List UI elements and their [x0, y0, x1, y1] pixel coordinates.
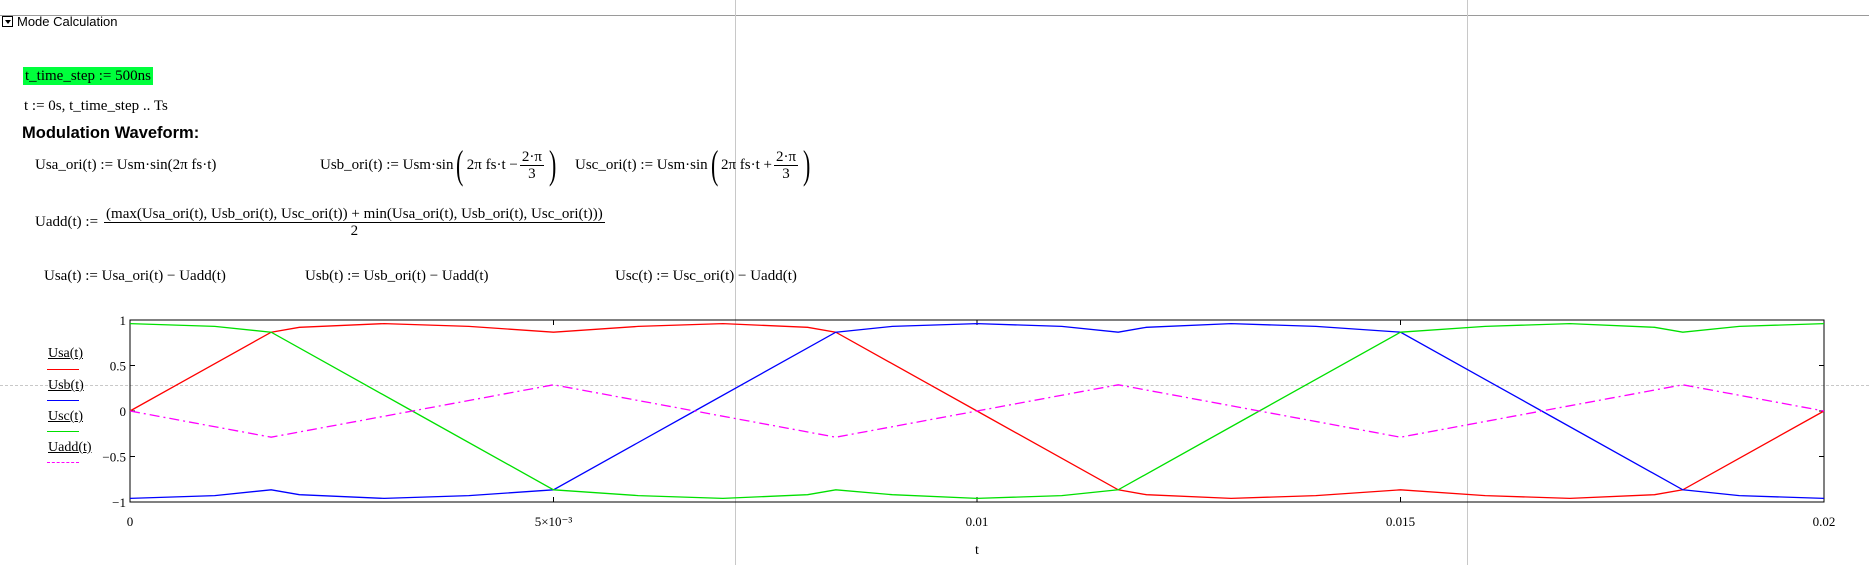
- legend-line-usa: [47, 369, 79, 370]
- usb-ori-fraction: 2·π 3: [519, 148, 544, 182]
- series-line-usct: [129, 322, 1825, 500]
- legend-line-usb: [47, 400, 79, 401]
- x-tick-label: 0.01: [966, 514, 989, 529]
- usa-definition[interactable]: Usa(t) := Usa_ori(t) − Uadd(t): [44, 268, 226, 284]
- legend-line-uadd: [47, 462, 79, 463]
- usa-ori-definition[interactable]: Usa_ori(t) := Usm·sin(2π fs·t): [35, 157, 217, 173]
- usb-ori-lhs: Usb_ori(t) := Usm·sin: [320, 156, 454, 173]
- y-label-usc: Usc(t): [48, 409, 83, 424]
- y-label-usa: Usa(t): [48, 346, 83, 361]
- usb-definition[interactable]: Usb(t) := Usb_ori(t) − Uadd(t): [305, 268, 489, 284]
- x-tick-label: 0: [127, 514, 134, 529]
- region-collapse-toggle-icon[interactable]: [2, 16, 13, 27]
- x-tick-label: 0.02: [1813, 514, 1836, 529]
- fraction-numerator: 2·π: [519, 148, 544, 166]
- usc-ori-fraction: 2·π 3: [773, 148, 799, 182]
- y-label-uadd: Uadd(t): [48, 440, 92, 455]
- y-tick-label: 0.5: [110, 359, 126, 374]
- time-step-highlight: t_time_step := 500ns: [23, 67, 153, 85]
- t-range-definition[interactable]: t := 0s, t_time_step .. Ts: [24, 98, 168, 114]
- x-axis-label: t: [975, 543, 979, 558]
- section-heading: Modulation Waveform:: [22, 124, 200, 142]
- uadd-lhs: Uadd(t) :=: [35, 214, 99, 230]
- usb-ori-arg: 2π fs·t −: [466, 156, 518, 173]
- y-label-usb: Usb(t): [48, 378, 84, 393]
- page-guide-line: [1467, 0, 1468, 565]
- fraction-denominator: 2: [350, 223, 359, 239]
- usc-definition[interactable]: Usc(t) := Usc_ori(t) − Uadd(t): [615, 268, 797, 284]
- page-guide-line: [735, 0, 736, 565]
- left-paren: (: [710, 142, 718, 187]
- right-paren: ): [548, 142, 557, 187]
- y-tick-label: 1: [120, 313, 127, 328]
- right-paren: ): [803, 142, 811, 187]
- usc-ori-arg: 2π fs·t +: [720, 156, 772, 173]
- y-tick-label: 0: [120, 404, 127, 419]
- legend-line-usc: [47, 431, 79, 432]
- uadd-definition[interactable]: Uadd(t) := (max(Usa_ori(t), Usb_ori(t), …: [35, 206, 607, 239]
- time-step-definition[interactable]: t_time_step := 500ns: [23, 67, 153, 85]
- usc-ori-definition[interactable]: Usc_ori(t) := Usm·sin ( 2π fs·t + 2·π 3 …: [575, 145, 813, 185]
- uadd-fraction: (max(Usa_ori(t), Usb_ori(t), Usc_ori(t))…: [104, 206, 605, 239]
- y-tick-label: −0.5: [102, 450, 126, 465]
- left-paren: (: [456, 142, 464, 187]
- region-title: Mode Calculation: [17, 14, 118, 29]
- region-top-line: [0, 15, 1869, 16]
- fraction-denominator: 3: [782, 165, 790, 182]
- y-tick-label: −1: [112, 495, 126, 510]
- series-line-usbt: [129, 322, 1825, 500]
- fraction-numerator: (max(Usa_ori(t), Usb_ori(t), Usc_ori(t))…: [104, 206, 605, 223]
- x-tick-label: 5×10⁻³: [535, 514, 573, 529]
- fraction-denominator: 3: [528, 165, 536, 182]
- usb-ori-definition[interactable]: Usb_ori(t) := Usm·sin ( 2π fs·t − 2·π 3 …: [320, 145, 559, 185]
- series-line-uaddt: [129, 384, 1825, 438]
- usc-ori-lhs: Usc_ori(t) := Usm·sin: [575, 156, 708, 173]
- x-tick-label: 0.015: [1386, 514, 1415, 529]
- page-guide-line: [0, 385, 1869, 386]
- fraction-numerator: 2·π: [773, 148, 799, 166]
